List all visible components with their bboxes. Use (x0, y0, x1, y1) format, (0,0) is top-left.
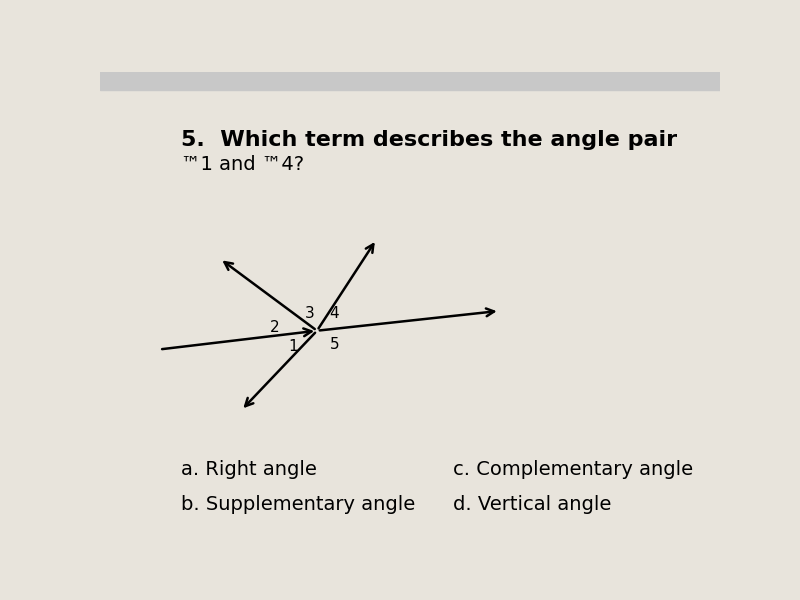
Text: 2: 2 (270, 320, 280, 335)
Text: c. Complementary angle: c. Complementary angle (454, 460, 694, 479)
Text: a. Right angle: a. Right angle (181, 460, 317, 479)
Text: 3: 3 (305, 305, 314, 320)
Text: 5.  Which term describes the angle pair: 5. Which term describes the angle pair (181, 130, 677, 150)
Text: ™1 and ™4?: ™1 and ™4? (181, 155, 304, 174)
Text: 4: 4 (330, 305, 339, 320)
Text: b. Supplementary angle: b. Supplementary angle (181, 495, 415, 514)
Text: 5: 5 (330, 337, 339, 352)
Text: d. Vertical angle: d. Vertical angle (454, 495, 612, 514)
Bar (100, 72, 720, 91)
Text: 1: 1 (289, 340, 298, 355)
